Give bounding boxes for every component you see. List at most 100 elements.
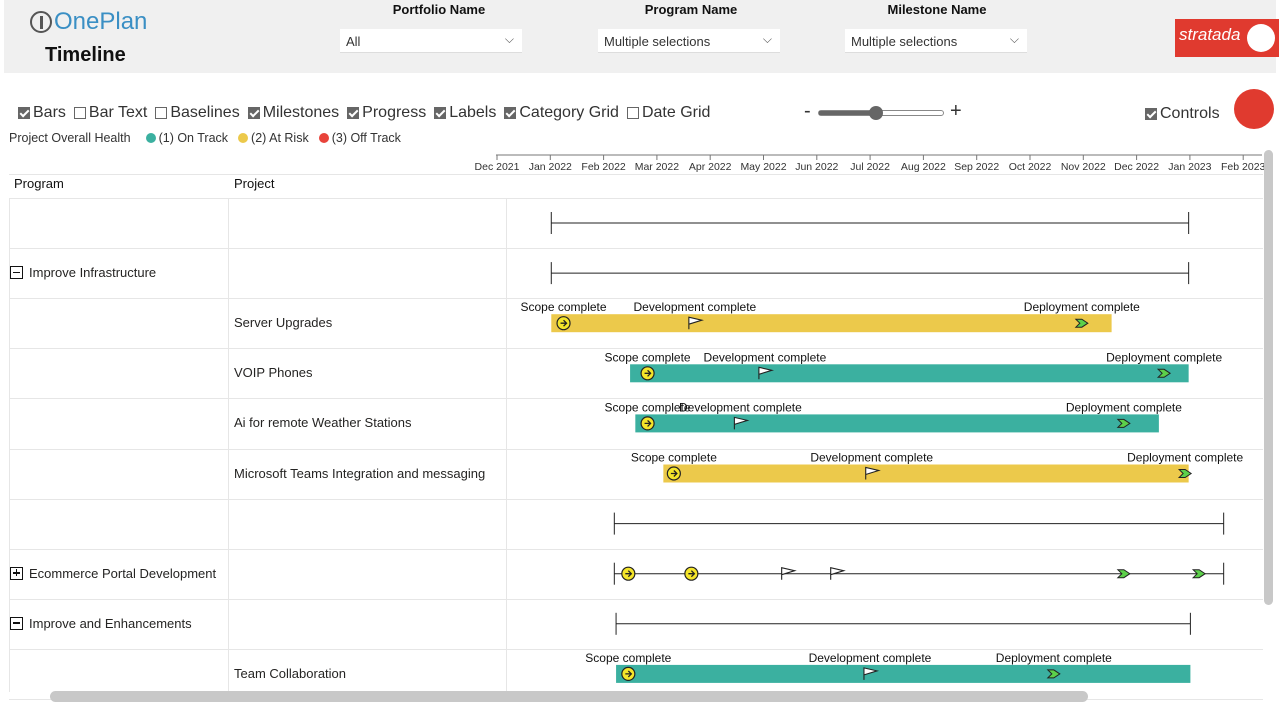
checkbox-box[interactable] bbox=[18, 107, 30, 119]
checkbox-date-grid[interactable]: Date Grid bbox=[626, 104, 710, 122]
month-tick-label: Aug 2022 bbox=[901, 161, 946, 173]
controls-label: Controls bbox=[1160, 105, 1220, 122]
flag-milestone-icon bbox=[758, 366, 775, 380]
milestone-slicer-label: Milestone Name bbox=[887, 2, 987, 17]
program-column-header[interactable]: Program bbox=[14, 176, 64, 191]
flag-milestone-icon bbox=[865, 466, 881, 480]
checkbox-box[interactable] bbox=[73, 107, 86, 119]
checkbox-box[interactable] bbox=[504, 107, 517, 119]
checkbox-bar-text[interactable]: Bar Text bbox=[73, 104, 148, 122]
scope-arrow bbox=[644, 369, 652, 377]
zoom-thumb[interactable] bbox=[868, 106, 883, 120]
month-tick-label: Feb 2022 bbox=[581, 161, 626, 173]
oneplan-logo: OnePlan bbox=[30, 8, 147, 36]
controls-toggle[interactable]: Controls bbox=[1145, 105, 1220, 123]
row-divider bbox=[9, 548, 1263, 550]
project-name[interactable]: Team Collaboration bbox=[234, 665, 347, 681]
flag-milestone-icon bbox=[781, 567, 797, 580]
controls-checkbox[interactable] bbox=[1145, 108, 1157, 120]
milestone-label: Scope complete bbox=[631, 451, 717, 465]
scope-milestone-icon bbox=[621, 566, 636, 581]
milestone-label: Deployment complete bbox=[1127, 451, 1243, 465]
program-cell[interactable]: Improve and Enhancements bbox=[10, 616, 192, 631]
scope-arrow bbox=[670, 470, 678, 477]
project-bar bbox=[635, 414, 1159, 433]
portfolio-slicer[interactable]: All ⌵ bbox=[340, 29, 522, 53]
horizontal-scrollbar[interactable] bbox=[50, 691, 1088, 702]
project-name[interactable]: VOIP Phones bbox=[234, 365, 313, 381]
chevron-down-icon: ⌵ bbox=[1009, 32, 1019, 46]
project-name[interactable]: Server Upgrades bbox=[234, 315, 333, 331]
zoom-track[interactable] bbox=[818, 106, 944, 120]
flag-milestone-icon bbox=[733, 416, 750, 430]
flag-milestone-icon bbox=[830, 567, 846, 580]
checkbox-labels[interactable]: Labels bbox=[434, 104, 496, 122]
checkbox-label: Milestones bbox=[262, 104, 340, 121]
milestone-label: Development complete bbox=[633, 300, 756, 314]
zoom-fill bbox=[819, 111, 876, 115]
month-tick-label: Jul 2022 bbox=[850, 161, 890, 173]
brand-text: stratada bbox=[1179, 25, 1241, 44]
program-cell[interactable]: Improve Infrastructure bbox=[10, 265, 156, 280]
row-divider bbox=[9, 648, 1263, 650]
project-name[interactable]: Ai for remote Weather Stations bbox=[234, 415, 412, 431]
chevron-down-icon: ⌵ bbox=[504, 32, 514, 46]
checkbox-label: Bar Text bbox=[88, 104, 148, 121]
program-cell[interactable]: Ecommerce Portal Development bbox=[10, 566, 216, 581]
milestone-label: Deployment complete bbox=[996, 651, 1112, 665]
checkbox-bars[interactable]: Bars bbox=[18, 104, 66, 122]
month-tick-label: May 2022 bbox=[740, 161, 786, 173]
project-name[interactable]: Microsoft Teams Integration and messagin… bbox=[234, 465, 486, 481]
display-options: Bars Bar Text Baselines Milestones Progress L… bbox=[18, 104, 718, 122]
legend-item: (3) Off Track bbox=[318, 131, 401, 145]
zoom-in-button[interactable]: + bbox=[950, 100, 962, 122]
scope-arrow bbox=[625, 670, 633, 678]
month-tick-label: Sep 2022 bbox=[954, 161, 999, 173]
checkbox-category-grid[interactable]: Category Grid bbox=[504, 104, 619, 122]
program-slicer[interactable]: Multiple selections ⌵ bbox=[598, 29, 780, 53]
flag-shape bbox=[733, 416, 750, 430]
zoom-slider[interactable]: - + bbox=[804, 100, 974, 124]
deploy-chevron bbox=[1191, 569, 1207, 579]
flag-shape bbox=[758, 366, 775, 380]
scope-milestone-icon bbox=[684, 566, 699, 581]
milestone-label: Deployment complete bbox=[1024, 300, 1140, 314]
portfolio-slicer-label: Portfolio Name bbox=[392, 2, 486, 17]
row-divider bbox=[9, 448, 1263, 450]
checkbox-box[interactable] bbox=[434, 107, 447, 119]
checkbox-box[interactable] bbox=[626, 107, 639, 119]
milestone-slicer[interactable]: Multiple selections ⌵ bbox=[845, 29, 1027, 53]
checkbox-box[interactable] bbox=[347, 107, 360, 119]
checkbox-baselines[interactable]: Baselines bbox=[155, 104, 240, 122]
milestone-label: Development complete bbox=[679, 400, 802, 414]
vertical-scrollbar[interactable] bbox=[1264, 150, 1273, 605]
month-tick-label: Jan 2023 bbox=[1168, 161, 1211, 173]
expand-icon[interactable] bbox=[10, 566, 23, 580]
collapse-icon[interactable] bbox=[10, 266, 23, 280]
project-column-header[interactable]: Project bbox=[234, 176, 275, 191]
scope-circle bbox=[666, 466, 681, 481]
month-tick-label: Jan 2022 bbox=[529, 161, 572, 173]
deploy-chevron bbox=[1116, 418, 1131, 428]
deploy-milestone-icon bbox=[1116, 569, 1131, 579]
checkbox-box[interactable] bbox=[247, 107, 260, 119]
legend-item: (2) At Risk bbox=[238, 131, 309, 145]
checkbox-box[interactable] bbox=[155, 107, 168, 119]
checkbox-progress[interactable]: Progress bbox=[347, 104, 426, 122]
program-slicer-value: Multiple selections bbox=[604, 34, 711, 49]
month-tick-label: Dec 2021 bbox=[475, 161, 520, 173]
zoom-out-button[interactable]: - bbox=[804, 100, 811, 122]
milestone-slicer-value: Multiple selections bbox=[851, 34, 958, 49]
project-bar bbox=[551, 314, 1112, 333]
milestone-label: Scope complete bbox=[605, 400, 691, 414]
scope-circle bbox=[684, 566, 699, 581]
milestone-label: Deployment complete bbox=[1066, 400, 1182, 414]
collapse-icon[interactable] bbox=[10, 616, 23, 630]
checkbox-milestones[interactable]: Milestones bbox=[247, 104, 340, 122]
chevron-down-icon: ⌵ bbox=[762, 32, 772, 46]
program-name: Ecommerce Portal Development bbox=[29, 565, 217, 581]
deploy-chevron bbox=[1116, 569, 1131, 579]
deploy-milestone-icon bbox=[1046, 669, 1061, 679]
legend-label: (1) On Track bbox=[158, 131, 229, 145]
milestone-label: Development complete bbox=[809, 651, 932, 665]
